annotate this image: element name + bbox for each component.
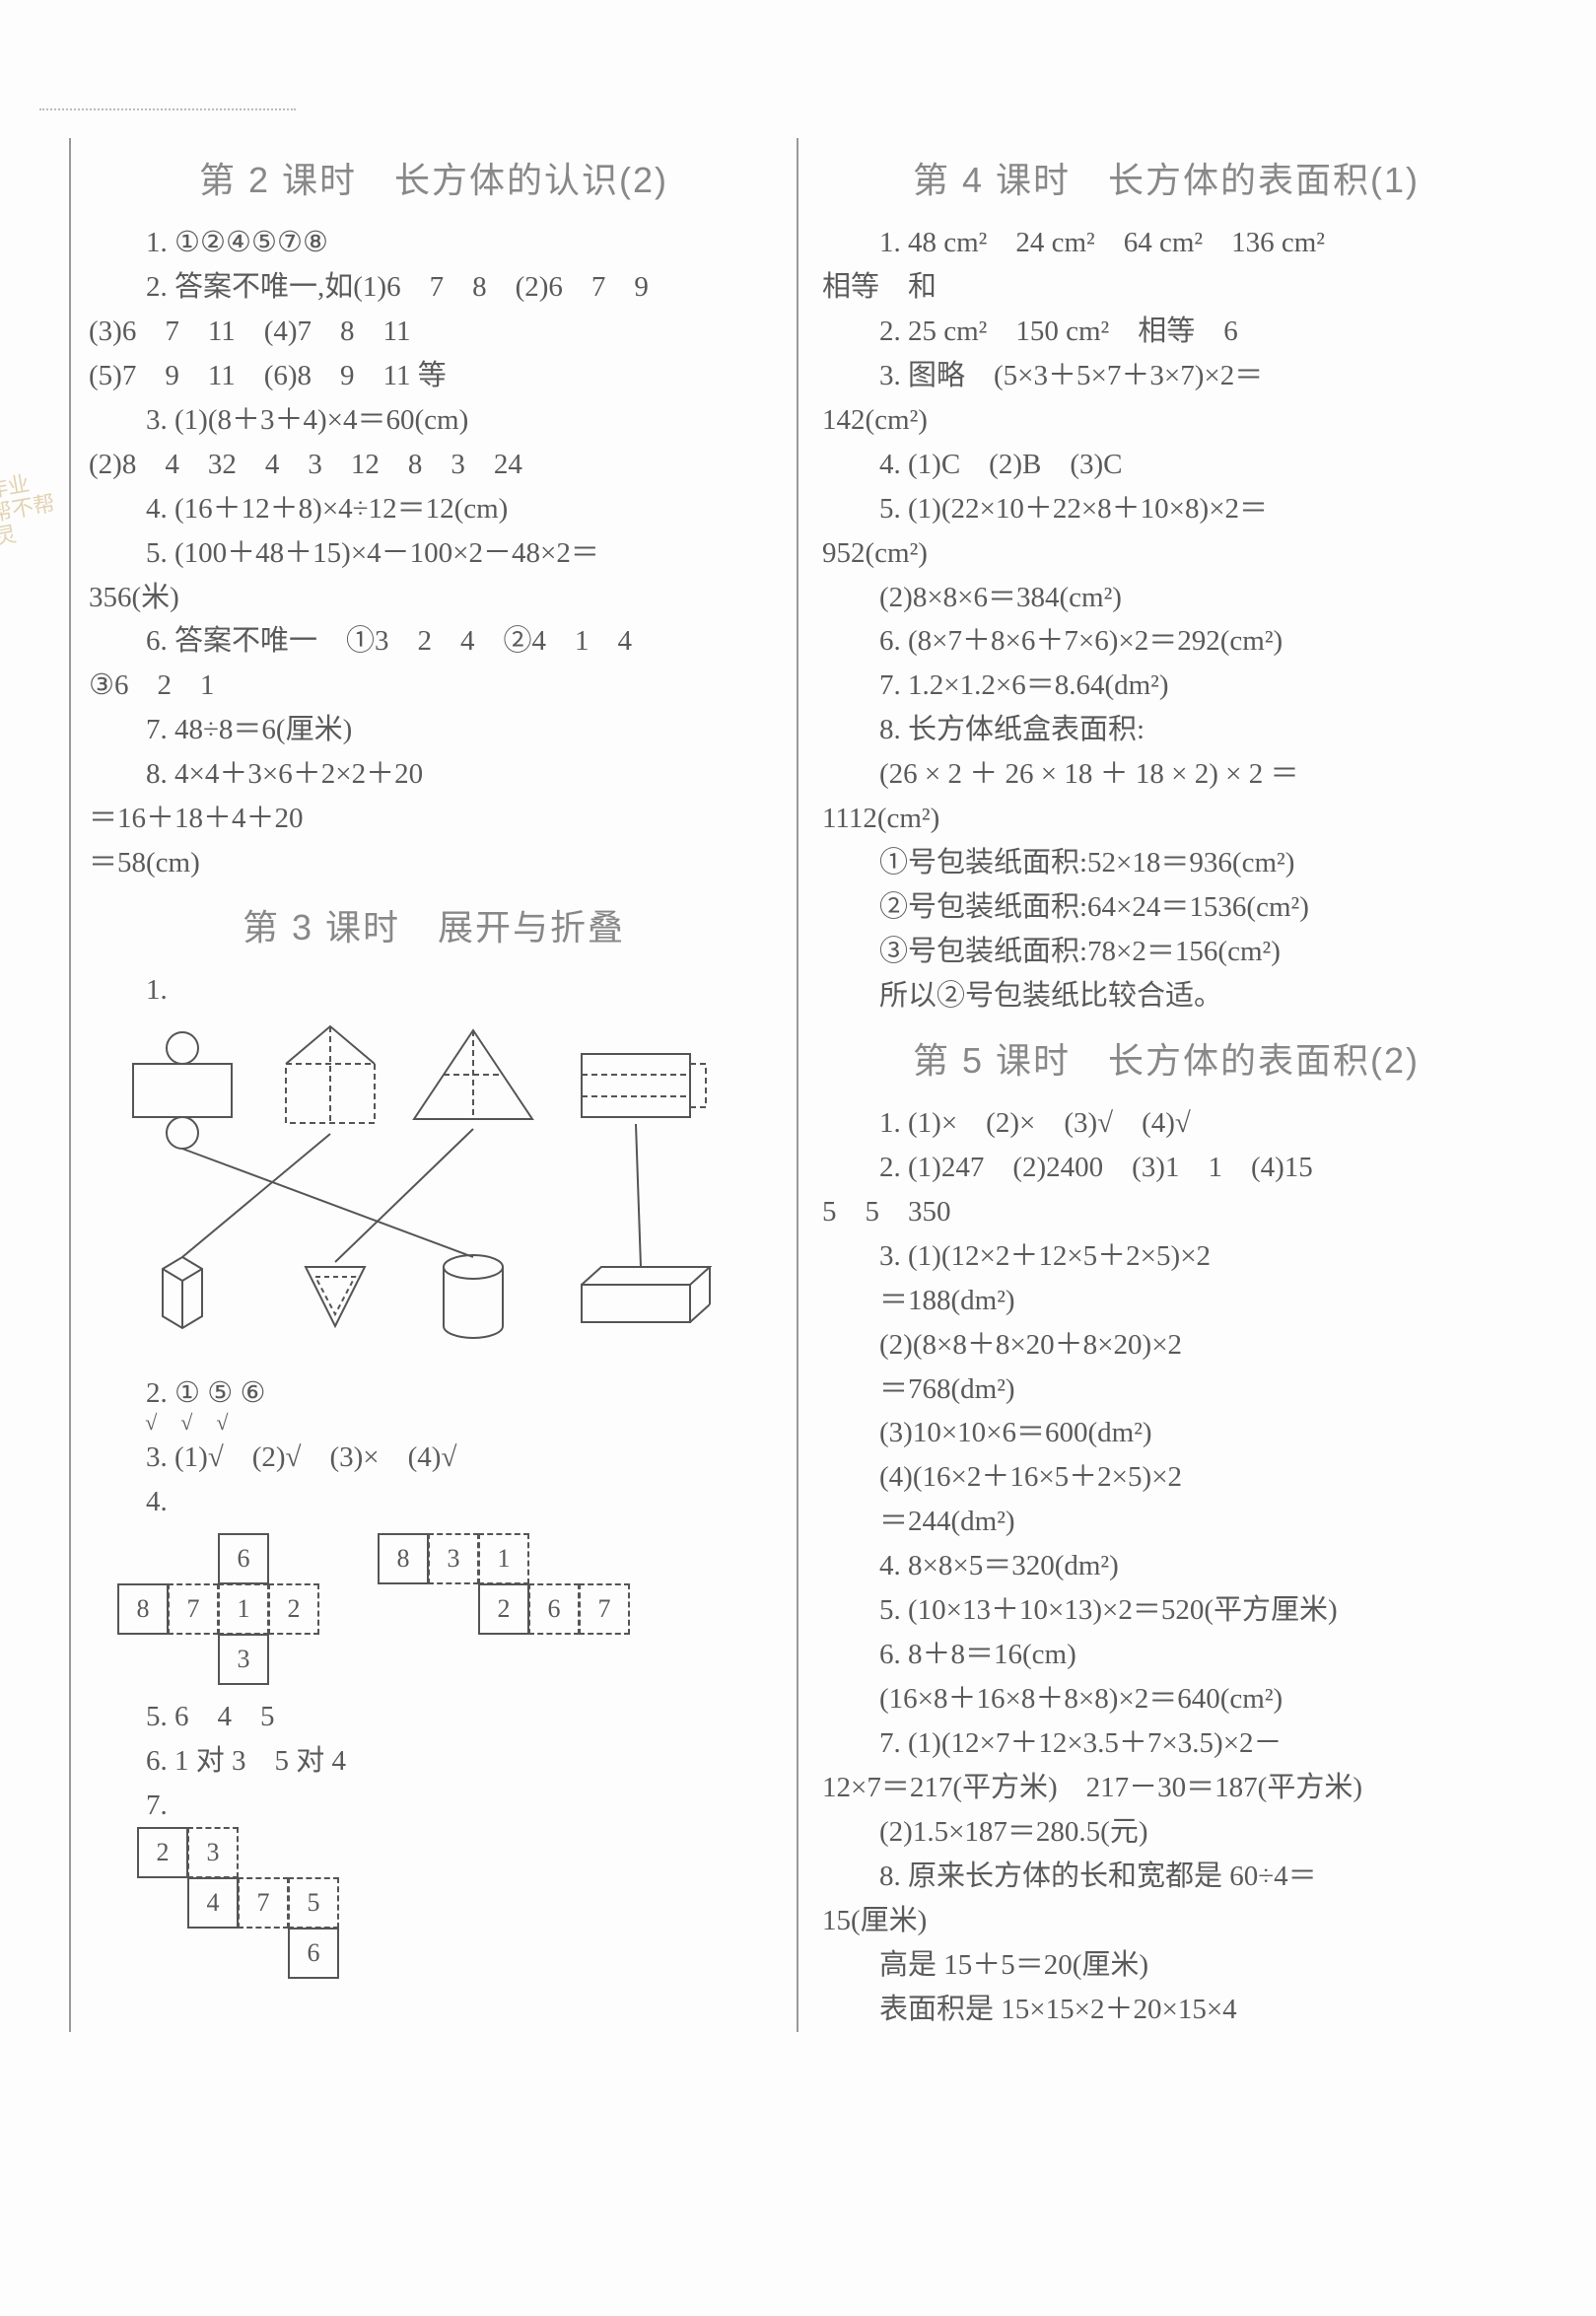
matching-svg <box>108 1020 720 1356</box>
answer-line: ③号包装纸面积:78×2＝156(cm²) <box>822 930 1510 974</box>
answer-line: 6. 1 对 3 5 对 4 <box>89 1739 779 1784</box>
answer-line: 4. (1)C (2)B (3)C <box>822 443 1510 487</box>
net-cell: 2 <box>137 1827 188 1878</box>
net-cell: 3 <box>187 1827 239 1878</box>
net-3: 2 3 4 7 5 6 <box>138 1828 779 1979</box>
watermark: 作业 帮不帮 灵 <box>0 468 61 550</box>
answer-line: 12×7＝217(平方米) 217－30＝187(平方米) <box>822 1766 1510 1810</box>
matching-diagram <box>108 1020 779 1364</box>
q2-label: 2. ① ⑤ ⑥ <box>146 1377 266 1409</box>
section-4-title: 第 4 课时 长方体的表面积(1) <box>822 152 1510 203</box>
answer-line: (26 × 2 ＋ 26 × 18 ＋ 18 × 2) × 2 ＝ <box>822 752 1510 797</box>
answer-line: 相等 和 <box>822 265 1510 310</box>
checkmarks-row: √√√ <box>145 1410 779 1436</box>
answer-line: 2. 答案不唯一,如(1)6 7 8 (2)6 7 9 <box>89 265 779 310</box>
answer-line: 4. <box>89 1480 779 1524</box>
answer-line: 5. 6 4 5 <box>89 1695 779 1739</box>
answer-line: (3)6 7 11 (4)7 8 11 <box>89 310 779 354</box>
answer-line: 5. (100＋48＋15)×4－100×2－48×2＝ <box>89 531 779 576</box>
answer-line: 3. (1)(12×2＋12×5＋2×5)×2 <box>822 1234 1510 1279</box>
net-cell: 7 <box>168 1583 219 1635</box>
net-2: 8 3 1 2 6 7 <box>379 1534 630 1685</box>
answer-line: 7. 1.2×1.2×6＝8.64(dm²) <box>822 664 1510 708</box>
page-dotline <box>39 108 296 110</box>
answer-line: ＝58(cm) <box>89 841 779 885</box>
answer-line: ＝768(dm²) <box>822 1368 1510 1412</box>
answer-line: 6. 答案不唯一 ①3 2 4 ②4 1 4 <box>89 619 779 664</box>
net-cell: 3 <box>428 1533 479 1584</box>
answer-line: 2. 25 cm² 150 cm² 相等 6 <box>822 310 1510 354</box>
answer-line: 8. 4×4＋3×6＋2×2＋20 <box>89 752 779 797</box>
section-2-title: 第 2 课时 长方体的认识(2) <box>89 152 779 203</box>
answer-line: ＝188(dm²) <box>822 1279 1510 1323</box>
answer-line: 6. (8×7＋8×6＋7×6)×2＝292(cm²) <box>822 619 1510 664</box>
net-cell: 4 <box>187 1877 239 1929</box>
answer-line: ②号包装纸面积:64×24＝1536(cm²) <box>822 885 1510 930</box>
answer-line: 2. (1)247 (2)2400 (3)1 1 (4)15 <box>822 1146 1510 1190</box>
net-cell: 8 <box>117 1583 169 1635</box>
answer-line: ＝244(dm²) <box>822 1500 1510 1544</box>
net-cell: 6 <box>218 1533 269 1584</box>
net-cell: 8 <box>378 1533 429 1584</box>
answer-line: ③6 2 1 <box>89 664 779 708</box>
net-cell: 5 <box>288 1877 339 1929</box>
answer-line: 4. (16＋12＋8)×4÷12＝12(cm) <box>89 487 779 531</box>
net-cell: 1 <box>478 1533 529 1584</box>
answer-line: 7. (1)(12×7＋12×3.5＋7×3.5)×2－ <box>822 1721 1510 1766</box>
answer-line: 952(cm²) <box>822 531 1510 576</box>
answer-line: (2)8×8×6＝384(cm²) <box>822 576 1510 620</box>
answer-line: 1. (1)× (2)× (3)√ (4)√ <box>822 1101 1510 1146</box>
answer-line: (2)(8×8＋8×20＋8×20)×2 <box>822 1323 1510 1368</box>
answer-line: (5)7 9 11 (6)8 9 11 等 <box>89 354 779 398</box>
answer-line: 表面积是 15×15×2＋20×15×4 <box>822 1988 1510 2032</box>
answer-line: 3. (1)√ (2)√ (3)× (4)√ <box>89 1436 779 1480</box>
section-5-title: 第 5 课时 长方体的表面积(2) <box>822 1032 1510 1084</box>
section-3-title: 第 3 课时 展开与折叠 <box>89 899 779 950</box>
answer-line: 高是 15＋5＝20(厘米) <box>822 1943 1510 1988</box>
answer-line: 1. <box>89 968 779 1013</box>
net-cell: 3 <box>218 1634 269 1685</box>
answer-line: 4. 8×8×5＝320(dm²) <box>822 1544 1510 1588</box>
answer-line: 6. 8＋8＝16(cm) <box>822 1633 1510 1677</box>
answer-line: ＝16＋18＋4＋20 <box>89 797 779 841</box>
net-1: 6 8 7 1 2 3 <box>118 1534 319 1685</box>
net-cell: 7 <box>238 1877 289 1929</box>
answer-line: 7. 48÷8＝6(厘米) <box>89 708 779 752</box>
answer-line: 142(cm²) <box>822 398 1510 443</box>
answer-line: 1. 48 cm² 24 cm² 64 cm² 136 cm² <box>822 221 1510 265</box>
net-cell: 6 <box>528 1583 580 1635</box>
answer-line: (2)1.5×187＝280.5(元) <box>822 1810 1510 1855</box>
answer-line: 5. (1)(22×10＋22×8＋10×8)×2＝ <box>822 487 1510 531</box>
answer-line: ①号包装纸面积:52×18＝936(cm²) <box>822 841 1510 885</box>
net-cell: 1 <box>218 1583 269 1635</box>
answer-line: 15(厘米) <box>822 1899 1510 1943</box>
answer-line: 8. 长方体纸盒表面积: <box>822 708 1510 752</box>
net-cell: 2 <box>478 1583 529 1635</box>
answer-line: (2)8 4 32 4 3 12 8 3 24 <box>89 443 779 487</box>
answer-line: (4)(16×2＋16×5＋2×5)×2 <box>822 1455 1510 1500</box>
answer-line: 5. (10×13＋10×13)×2＝520(平方厘米) <box>822 1588 1510 1633</box>
answer-line: 1112(cm²) <box>822 797 1510 841</box>
page: 第 2 课时 长方体的认识(2) 1. ①②④⑤⑦⑧ 2. 答案不唯一,如(1)… <box>69 138 1528 2032</box>
answer-line: 所以②号包装纸比较合适。 <box>822 974 1510 1018</box>
net-cell: 2 <box>268 1583 319 1635</box>
answer-line: 3. (1)(8＋3＋4)×4＝60(cm) <box>89 398 779 443</box>
net-cell: 7 <box>579 1583 630 1635</box>
net-block-q4: 6 8 7 1 2 3 8 3 1 2 6 <box>118 1534 779 1685</box>
answer-line: 7. <box>89 1784 779 1828</box>
answer-line: 356(米) <box>89 576 779 620</box>
answer-line: 5 5 350 <box>822 1190 1510 1234</box>
answer-line: 1. ①②④⑤⑦⑧ <box>89 221 779 265</box>
answer-line: (3)10×10×6＝600(dm²) <box>822 1411 1510 1455</box>
left-column: 第 2 课时 长方体的认识(2) 1. ①②④⑤⑦⑧ 2. 答案不唯一,如(1)… <box>69 138 798 2032</box>
right-column: 第 4 课时 长方体的表面积(1) 1. 48 cm² 24 cm² 64 cm… <box>798 138 1528 2032</box>
net-cell: 6 <box>288 1928 339 1979</box>
answer-line: (16×8＋16×8＋8×8)×2＝640(cm²) <box>822 1677 1510 1721</box>
answer-line: 8. 原来长方体的长和宽都是 60÷4＝ <box>822 1855 1510 1899</box>
answer-line: 3. 图略 (5×3＋5×7＋3×7)×2＝ <box>822 354 1510 398</box>
